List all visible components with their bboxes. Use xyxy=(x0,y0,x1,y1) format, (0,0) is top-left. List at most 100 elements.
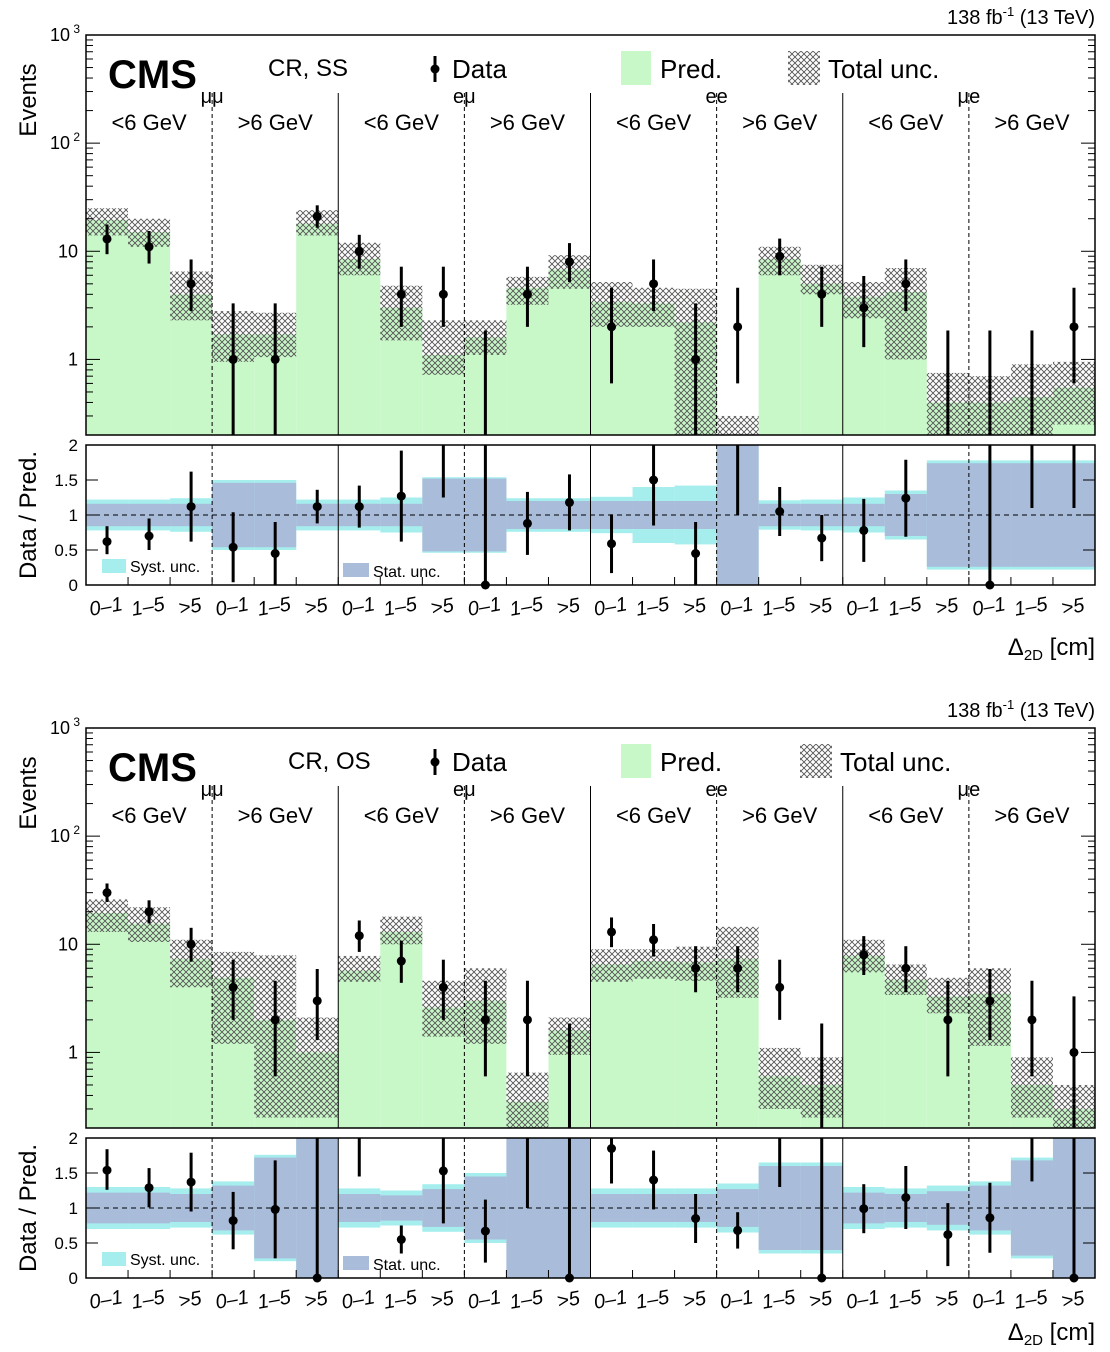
ratio-point xyxy=(859,525,869,535)
lumi-exponent: -1 xyxy=(1003,4,1015,19)
ratio-point xyxy=(186,502,196,512)
mass-label-high: >6 GeV xyxy=(742,110,818,135)
ratio-point xyxy=(691,549,701,558)
lumi-energy: (13 TeV) xyxy=(1014,700,1095,722)
x-category-label: 0–1 xyxy=(88,1286,125,1313)
ratio-point xyxy=(144,1183,154,1193)
x-category-label: >5 xyxy=(429,1287,456,1313)
prediction-bar xyxy=(338,970,381,1128)
ratio-point xyxy=(270,1204,280,1214)
ratio-point xyxy=(228,1216,238,1226)
x-category-label: >5 xyxy=(177,594,204,620)
data-point xyxy=(354,931,364,941)
data-point xyxy=(438,289,448,299)
mass-label-high: >6 GeV xyxy=(238,110,314,135)
data-point xyxy=(607,927,617,937)
y-tick-exponent: 2 xyxy=(73,823,80,837)
legend-stat-label: Stat. unc. xyxy=(373,1257,441,1274)
y-tick-label: 1 xyxy=(68,1042,78,1062)
mass-label-low: <6 GeV xyxy=(111,110,187,135)
lumi-label: 138 fb-1 (13 TeV) xyxy=(947,697,1095,722)
ratio-point xyxy=(649,1175,659,1185)
x-category-label: 0–1 xyxy=(466,593,503,620)
x-category-label: 1–5 xyxy=(508,593,546,621)
ratio-point xyxy=(396,1235,406,1244)
main-plot-frame xyxy=(85,727,1096,1129)
legend-pred-label: Pred. xyxy=(660,54,722,84)
x-category-label: 0–1 xyxy=(971,1286,1008,1313)
data-point xyxy=(102,234,112,244)
total-uncertainty-band xyxy=(422,320,465,375)
x-axis-title: Δ2D [cm] xyxy=(1008,1319,1095,1347)
legend-total-unc-swatch xyxy=(788,51,820,85)
ratio-point xyxy=(901,493,911,503)
x-category-label: 0–1 xyxy=(592,1286,629,1313)
lumi-value: 138 fb xyxy=(947,700,1003,722)
ratio-point xyxy=(691,1214,701,1223)
channel-label: eμ xyxy=(453,86,476,108)
x-category-label: >5 xyxy=(303,594,330,620)
x-category-label: 0–1 xyxy=(592,593,629,620)
legend-pred-swatch xyxy=(621,744,651,778)
prediction-bar xyxy=(884,979,927,1128)
prediction-bar xyxy=(128,923,171,1128)
ratio-y-tick-label: 0 xyxy=(69,576,78,595)
x-category-label: 0–1 xyxy=(718,593,755,620)
mass-label-low: <6 GeV xyxy=(868,110,944,135)
total-uncertainty-band xyxy=(380,916,423,945)
mass-label-low: <6 GeV xyxy=(364,803,440,828)
ratio-point xyxy=(396,491,406,501)
x-category-label: 1–5 xyxy=(256,1286,294,1314)
data-point xyxy=(186,279,196,289)
data-point xyxy=(901,279,911,289)
data-point xyxy=(859,950,869,960)
x-category-label: 1–5 xyxy=(634,593,672,621)
prediction-bar xyxy=(338,258,381,435)
ratio-y-axis-title: Data / Pred. xyxy=(15,1144,42,1272)
x-category-label: 1–5 xyxy=(634,1286,672,1314)
y-axis-title: Events xyxy=(15,756,42,829)
legend-data-label: Data xyxy=(452,54,507,84)
ratio-point xyxy=(354,502,364,512)
ratio-point xyxy=(775,507,785,516)
ratio-y-tick-label: 1 xyxy=(69,1199,78,1218)
x-category-label: 1–5 xyxy=(508,1286,546,1314)
data-point xyxy=(270,1015,280,1025)
ratio-point xyxy=(817,533,827,543)
data-point xyxy=(522,289,532,299)
mass-label-high: >6 GeV xyxy=(490,110,566,135)
x-axis-title-symbol: Δ xyxy=(1008,634,1024,661)
x-category-label: 1–5 xyxy=(130,1286,168,1314)
total-uncertainty-band xyxy=(590,949,633,982)
x-category-label: >5 xyxy=(555,594,582,620)
x-category-label: 1–5 xyxy=(382,593,420,621)
data-point xyxy=(649,279,659,289)
ratio-y-tick-label: 1.5 xyxy=(54,1164,78,1183)
data-point xyxy=(312,211,322,221)
data-point xyxy=(901,963,911,973)
data-point xyxy=(985,996,995,1006)
x-category-label: >5 xyxy=(808,594,835,620)
x-category-label: 0–1 xyxy=(214,593,251,620)
legend-data-label: Data xyxy=(452,747,507,777)
legend-stat-swatch xyxy=(343,1256,369,1270)
ratio-point xyxy=(985,1213,995,1223)
y-tick-label: 10 xyxy=(50,718,70,738)
prediction-bar xyxy=(590,964,633,1128)
prediction-bar xyxy=(632,961,675,1128)
x-category-label: 1–5 xyxy=(760,1286,798,1314)
x-category-label: >5 xyxy=(555,1287,582,1313)
x-category-label: >5 xyxy=(681,1287,708,1313)
prediction-bar xyxy=(296,223,339,435)
x-category-label: 0–1 xyxy=(88,593,125,620)
x-category-label: 0–1 xyxy=(340,1286,377,1313)
x-category-label: 0–1 xyxy=(214,1286,251,1313)
y-tick-exponent: 3 xyxy=(73,715,80,729)
y-tick-exponent: 3 xyxy=(73,22,80,36)
ratio-point xyxy=(859,1204,869,1214)
x-category-label: 1–5 xyxy=(886,593,924,621)
x-category-label: 1–5 xyxy=(886,1286,924,1314)
total-uncertainty-band xyxy=(758,1047,801,1109)
